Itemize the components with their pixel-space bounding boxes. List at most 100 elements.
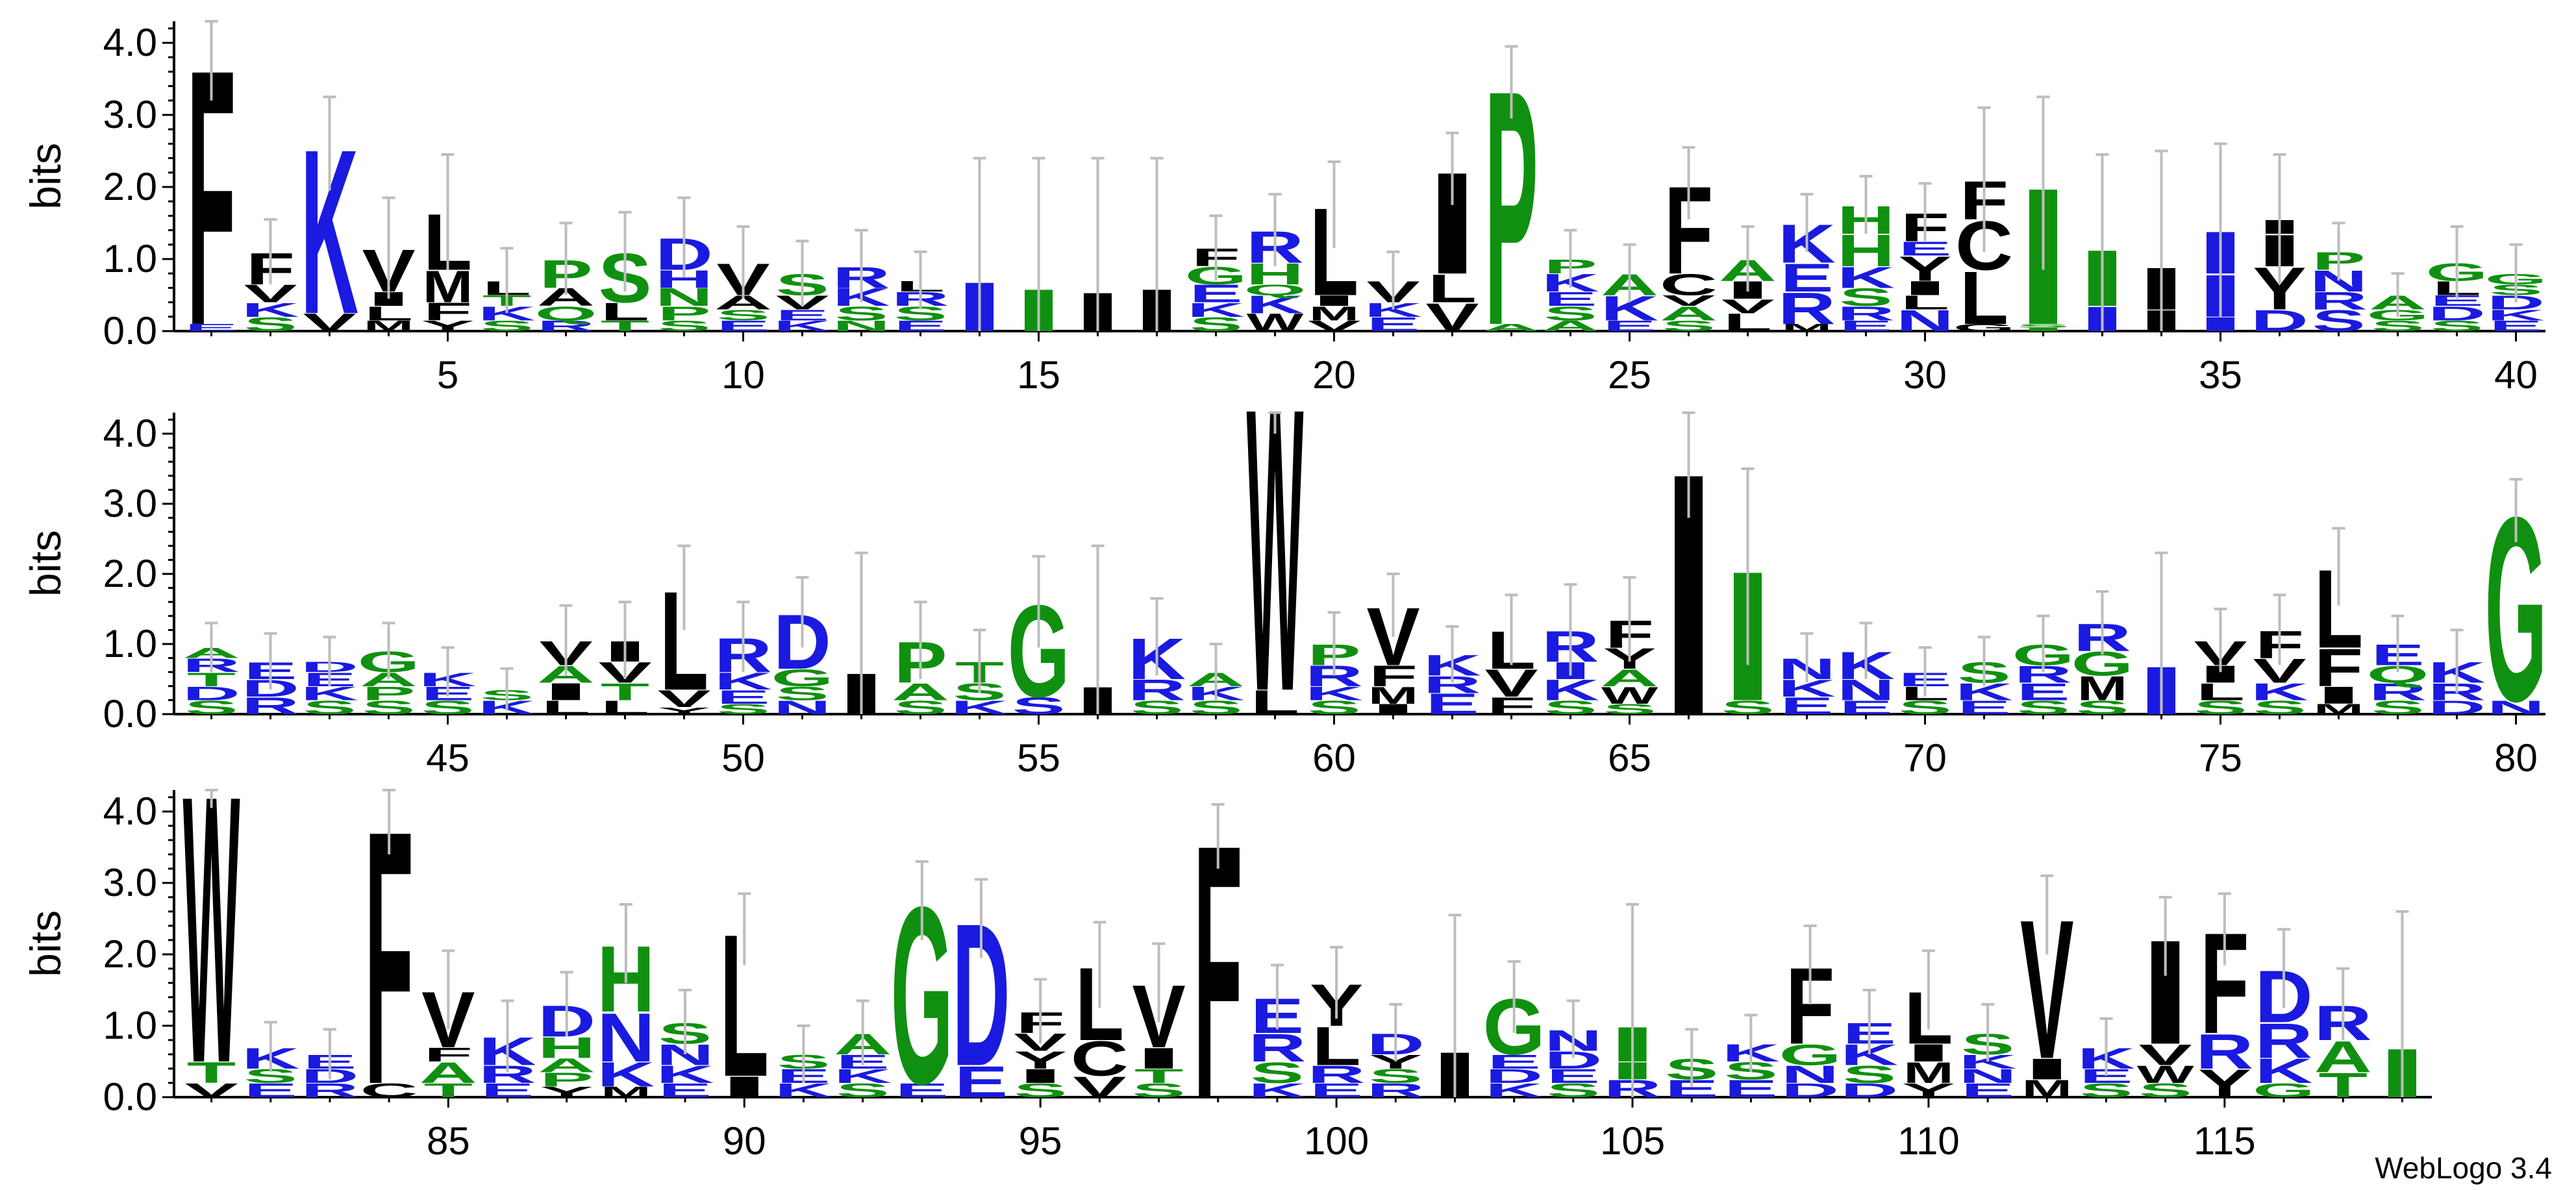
error-bar <box>1741 225 1755 291</box>
logo-letter-E: E <box>481 1080 534 1102</box>
logo-letter-L: L <box>1960 256 2008 340</box>
error-bar <box>501 999 514 1072</box>
logo-letter-Q: Q <box>1244 282 1307 299</box>
x-tick-label: 115 <box>2194 1119 2256 1163</box>
logo-column-53: SAP <box>892 601 949 718</box>
logo-letter-M: M <box>601 1084 651 1100</box>
logo-letter-R: R <box>2310 287 2368 315</box>
error-bar <box>1564 583 1577 676</box>
error-bar <box>2040 874 2054 954</box>
logo-letter-L: L <box>1251 684 1299 722</box>
logo-letter-D: D <box>2251 304 2308 338</box>
logo-letter-L: L <box>364 303 413 325</box>
logo-letter-I: I <box>1366 701 1420 717</box>
logo-letter-S: S <box>303 697 356 718</box>
logo-letter-Y: Y <box>2198 1061 2251 1106</box>
logo-letter-N: N <box>597 999 655 1076</box>
x-tick-label: 110 <box>1897 1119 1960 1163</box>
logo-letter-V: V <box>244 280 297 308</box>
logo-letter-I: I <box>718 1071 771 1104</box>
logo-letter-E: E <box>955 1058 1008 1107</box>
error-bar <box>500 247 514 314</box>
logo-letter-P: P <box>540 1069 594 1091</box>
logo-letter-V: V <box>1073 1071 1126 1104</box>
error-bar <box>1386 250 1400 310</box>
y-tick-label: 0.0 <box>103 309 157 353</box>
error-bar <box>1032 555 1045 648</box>
error-bar <box>1800 193 1814 252</box>
logo-letter-D: D <box>182 682 240 704</box>
logo-letter-E: E <box>1780 693 1833 720</box>
logo-letter-M: M <box>2021 1075 2072 1102</box>
y-tick-label: 3.0 <box>103 93 157 136</box>
x-tick-label: 85 <box>427 1119 470 1163</box>
logo-letter-D: D <box>1485 1065 1543 1087</box>
logo-column-32: ISI <box>2016 95 2070 366</box>
error-bar <box>1921 949 1935 1030</box>
logo-column-91: KES <box>775 1024 832 1102</box>
error-bar <box>2450 225 2464 299</box>
error-bar <box>2155 149 2168 331</box>
logo-letter-E: E <box>2016 678 2070 706</box>
logo-letter-V: V <box>184 1080 238 1102</box>
logo-letter-S: S <box>2075 697 2129 718</box>
logo-letter-T: T <box>424 1080 473 1102</box>
logo-column-83: RDE <box>301 1028 359 1102</box>
y-tick-label: 2.0 <box>103 165 157 208</box>
error-bar <box>323 1028 336 1080</box>
logo-letter-H: H <box>1837 226 1895 276</box>
error-bar <box>2332 527 2345 606</box>
error-bar <box>677 544 691 630</box>
logo-letter-E: E <box>658 1080 712 1102</box>
logo-letter-I: I <box>1307 292 1361 309</box>
logo-letter-M: M <box>1368 682 1418 709</box>
logo-letter-S: S <box>244 314 297 336</box>
logo-letter-E: E <box>895 1080 949 1102</box>
logo-letter-A: A <box>1601 664 1658 691</box>
logo-column-115: YRF <box>2195 892 2253 1106</box>
logo-column-49: YVL <box>657 544 711 720</box>
logo-letter-N: N <box>1959 1065 2017 1087</box>
x-tick-label: 10 <box>721 353 765 397</box>
logo-letter-L: L <box>601 298 649 326</box>
logo-letter-K: K <box>1246 291 1304 319</box>
logo-letter-K: K <box>775 1080 832 1102</box>
error-bar <box>973 628 986 693</box>
logo-letter-K: K <box>1305 682 1363 704</box>
logo-column-107: ESK <box>1722 1013 1780 1102</box>
logo-column-68: EKN <box>1778 632 1836 720</box>
logo-letter-K: K <box>301 682 358 704</box>
logo-letter-R: R <box>2195 1024 2253 1080</box>
x-tick-label: 95 <box>1019 1119 1062 1163</box>
logo-letter-K: K <box>2251 678 2308 706</box>
logo-letter-S: S <box>657 317 710 334</box>
logo-letter-N: N <box>1896 304 1954 338</box>
logo-column-113: SEK <box>2077 1017 2135 1102</box>
x-tick-label: 105 <box>1600 1119 1665 1163</box>
logo-column-46: KS <box>478 667 536 718</box>
logo-column-55: SG <box>1008 555 1069 725</box>
logo-column-1: EF <box>184 0 238 402</box>
logo-letter-S: S <box>1843 1061 1896 1089</box>
logo-letter-V: V <box>1721 295 1774 317</box>
error-bar <box>1918 182 1932 242</box>
logo-letter-C: C <box>360 1080 418 1102</box>
logo-letter-R: R <box>1367 1080 1425 1102</box>
error-bar <box>1091 544 1105 714</box>
logo-column-81: VTW <box>183 717 241 1143</box>
error-bar <box>2450 628 2464 693</box>
logo-letter-N: N <box>1781 1061 1839 1089</box>
logo-letter-N: N <box>655 284 713 312</box>
logo-column-34: II <box>2134 149 2188 338</box>
logo-letter-S: S <box>1014 1080 1067 1102</box>
logo-letter-L: L <box>1901 291 1949 314</box>
error-bar <box>2509 243 2523 303</box>
error-bar <box>1685 1028 1699 1087</box>
error-bar <box>1448 913 1462 1097</box>
